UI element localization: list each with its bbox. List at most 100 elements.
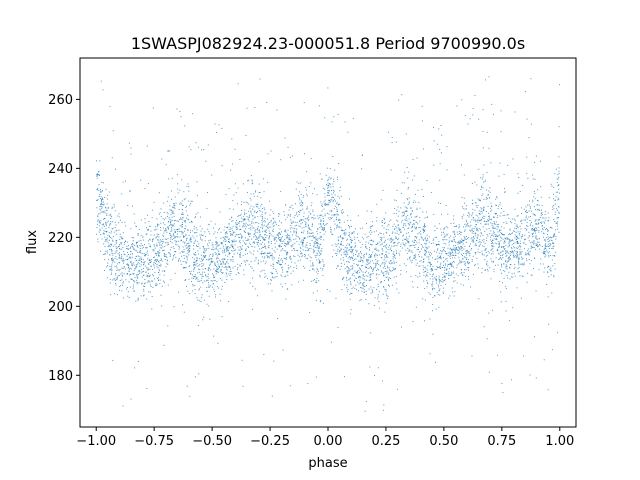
data-point	[281, 249, 283, 251]
data-point	[144, 244, 146, 246]
data-point	[492, 309, 494, 311]
data-point	[440, 284, 442, 286]
data-point	[104, 253, 106, 255]
data-point	[112, 228, 114, 230]
data-point	[232, 259, 234, 261]
data-point	[489, 215, 491, 217]
data-point	[135, 260, 137, 262]
data-point	[531, 241, 533, 243]
data-point	[524, 238, 526, 240]
data-point	[185, 255, 187, 257]
data-point	[283, 257, 285, 259]
data-point	[268, 237, 270, 239]
data-point	[320, 214, 322, 216]
data-point	[270, 209, 272, 211]
data-point	[379, 241, 381, 243]
data-point	[394, 228, 396, 230]
data-point	[493, 222, 495, 224]
data-point	[176, 236, 178, 238]
data-point	[218, 253, 220, 255]
data-point	[254, 231, 256, 233]
data-point	[500, 131, 502, 133]
data-point	[364, 279, 366, 281]
data-point	[551, 259, 553, 261]
data-point	[453, 230, 455, 232]
data-point	[441, 231, 443, 233]
data-point	[99, 230, 101, 232]
data-point	[103, 210, 105, 212]
data-point	[112, 260, 114, 262]
data-point	[504, 188, 506, 190]
data-point	[477, 248, 479, 250]
data-point	[537, 209, 539, 211]
data-point	[425, 240, 427, 242]
data-point	[548, 323, 550, 325]
data-point	[232, 231, 234, 233]
data-point	[258, 235, 260, 237]
data-point	[139, 266, 141, 268]
data-point	[508, 217, 510, 219]
data-point	[149, 268, 151, 270]
data-point	[460, 248, 462, 250]
data-point	[347, 269, 349, 271]
data-point	[491, 245, 493, 247]
data-point	[257, 263, 259, 265]
data-point	[179, 218, 181, 220]
data-point	[159, 283, 161, 285]
data-point	[229, 246, 231, 248]
data-point	[443, 228, 445, 230]
data-point	[113, 206, 115, 208]
data-point	[370, 268, 372, 270]
data-point	[114, 244, 116, 246]
data-point	[550, 274, 552, 276]
data-point	[223, 240, 225, 242]
data-point	[336, 176, 338, 178]
data-point	[541, 225, 543, 227]
data-point	[497, 208, 499, 210]
data-point	[216, 268, 218, 270]
data-point	[505, 285, 507, 287]
data-point	[161, 285, 163, 287]
data-point	[450, 262, 452, 264]
data-point	[252, 227, 254, 229]
data-point	[436, 268, 438, 270]
data-point	[259, 231, 261, 233]
data-point	[512, 252, 514, 254]
data-point	[499, 229, 501, 231]
data-point	[180, 239, 182, 241]
data-point	[158, 261, 160, 263]
data-point	[550, 183, 552, 185]
data-point	[511, 239, 513, 241]
data-point	[274, 238, 276, 240]
data-point	[195, 278, 197, 280]
data-point	[444, 276, 446, 278]
data-point	[150, 262, 152, 264]
data-point	[538, 231, 540, 233]
data-point	[492, 261, 494, 263]
data-point	[461, 242, 463, 244]
data-point	[254, 288, 256, 290]
data-point	[213, 275, 215, 277]
data-point	[409, 250, 411, 252]
data-point	[224, 241, 226, 243]
data-point	[174, 232, 176, 234]
data-point	[504, 250, 506, 252]
data-point	[173, 247, 175, 249]
data-point	[532, 236, 534, 238]
data-point	[521, 275, 523, 277]
data-point	[167, 226, 169, 228]
data-point	[115, 241, 117, 243]
data-point	[518, 264, 520, 266]
data-point	[528, 210, 530, 212]
data-point	[312, 263, 314, 265]
data-point	[333, 190, 335, 192]
data-point	[299, 253, 301, 255]
data-point	[153, 238, 155, 240]
data-point	[464, 230, 466, 232]
data-point	[254, 246, 256, 248]
data-point	[190, 237, 192, 239]
data-point	[496, 196, 498, 198]
data-point	[262, 217, 264, 219]
data-point	[391, 142, 393, 144]
data-point	[406, 236, 407, 238]
